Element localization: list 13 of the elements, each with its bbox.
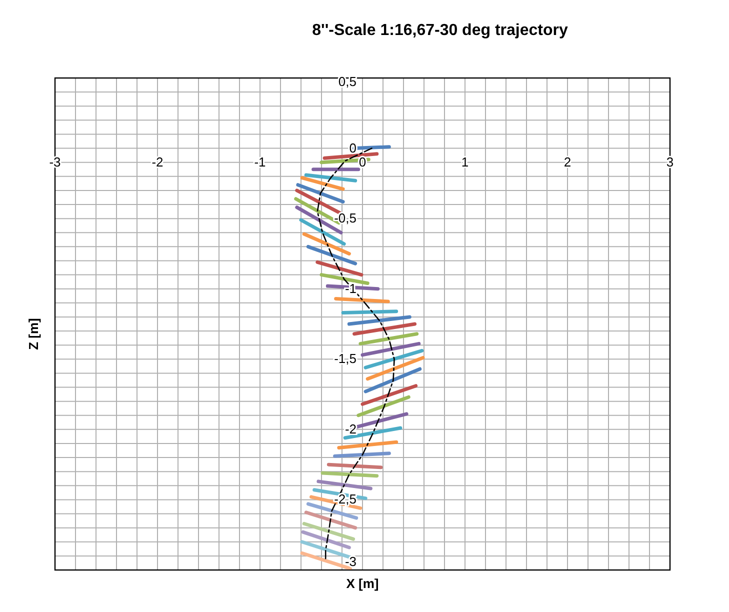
y-tick-label: -3 <box>344 554 356 569</box>
y-axis-title: Z [m] <box>26 318 41 350</box>
x-tick-label: 2 <box>564 154 572 170</box>
y-tick-label: 0 <box>349 140 356 156</box>
x-tick-label: 1 <box>461 154 469 170</box>
y-tick-label: -0,5 <box>334 210 356 226</box>
x-tick-label: 0 <box>358 154 366 170</box>
x-tick-label: -1 <box>254 154 266 170</box>
chart-title: 8''-Scale 1:16,67-30 deg trajectory <box>311 22 569 40</box>
y-tick-label: -2 <box>344 421 356 436</box>
x-tick-label: -2 <box>152 154 164 170</box>
y-tick-label: -1,5 <box>334 351 356 366</box>
x-axis-title: X [m] <box>346 576 379 591</box>
